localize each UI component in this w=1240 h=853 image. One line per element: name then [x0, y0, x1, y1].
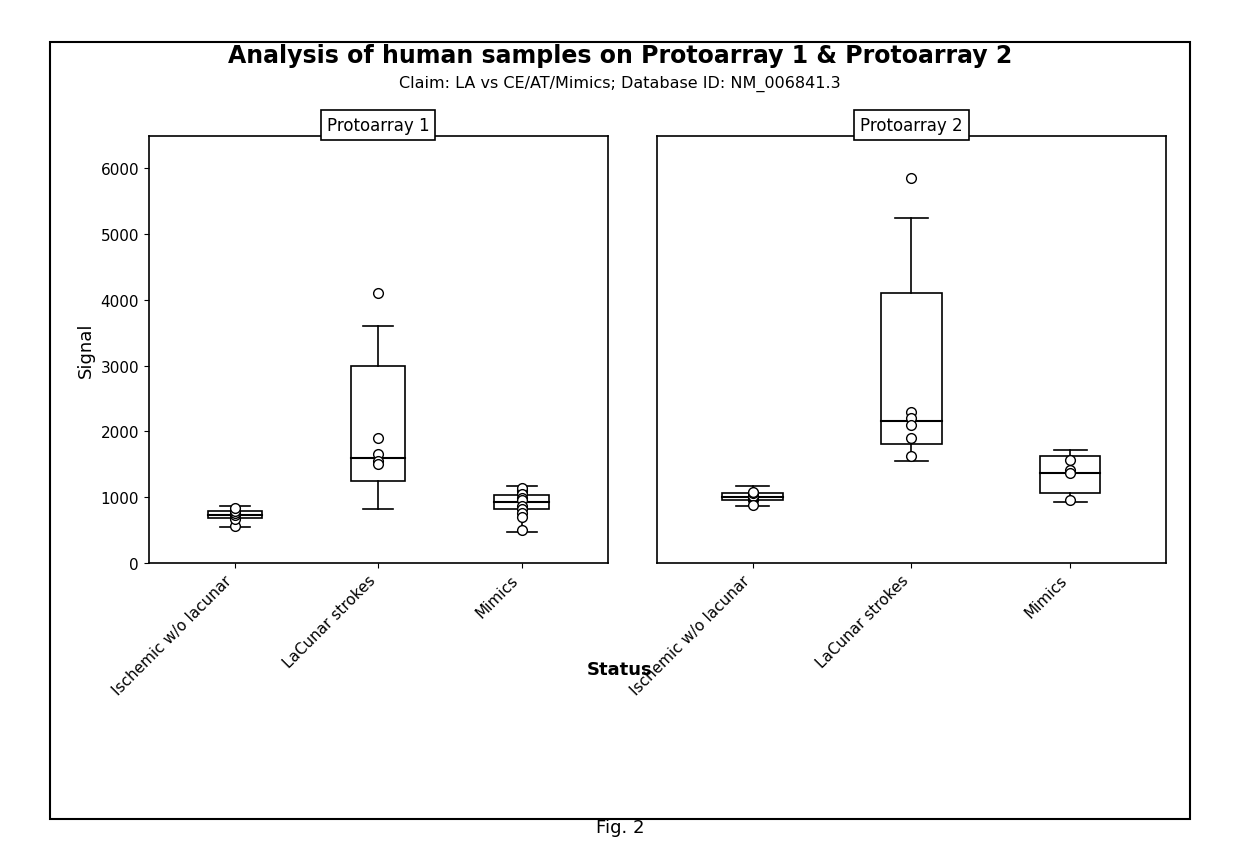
Text: Fig. 2: Fig. 2: [595, 818, 645, 837]
Bar: [495, 496, 549, 510]
Title: Protoarray 1: Protoarray 1: [327, 117, 429, 135]
Title: Protoarray 2: Protoarray 2: [861, 117, 962, 135]
Bar: [723, 493, 782, 500]
Text: Status: Status: [588, 660, 652, 679]
Text: Claim: LA vs CE/AT/Mimics; Database ID: NM_006841.3: Claim: LA vs CE/AT/Mimics; Database ID: …: [399, 76, 841, 91]
Text: Analysis of human samples on Protoarray 1 & Protoarray 2: Analysis of human samples on Protoarray …: [228, 44, 1012, 67]
Bar: [207, 511, 262, 519]
Bar: [882, 294, 941, 445]
Y-axis label: Signal: Signal: [77, 322, 95, 377]
Bar: [1040, 456, 1100, 493]
Bar: [351, 366, 405, 481]
